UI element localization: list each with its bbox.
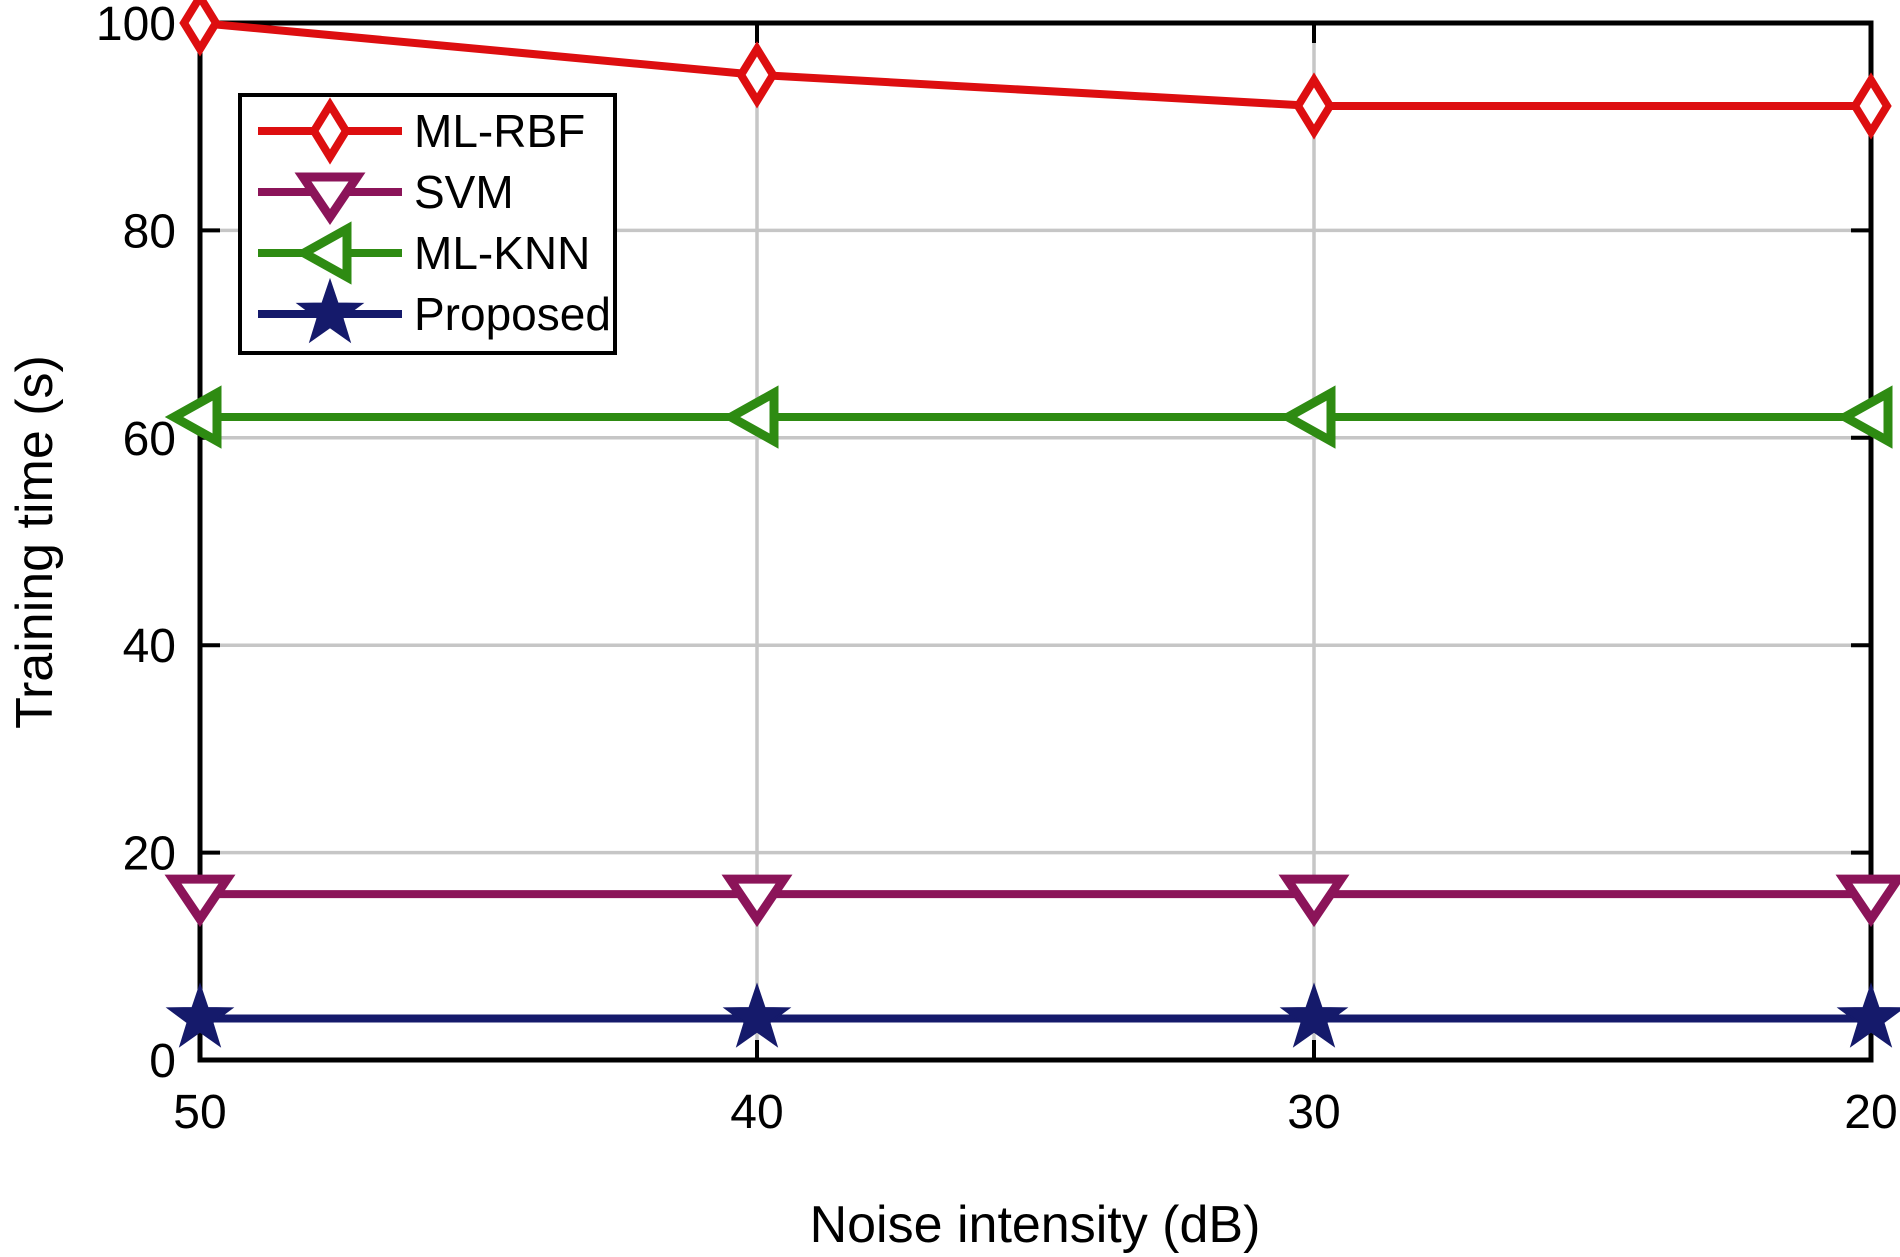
- legend-marker-proposed: [295, 277, 365, 344]
- marker-ml-rbf-3: [1850, 72, 1892, 140]
- x-tick-label: 40: [730, 1086, 783, 1139]
- legend-item-svm: SVM: [258, 166, 514, 226]
- series-group: [164, 0, 1900, 1048]
- axis-ticks: [200, 23, 1871, 1060]
- y-tick-label: 100: [96, 0, 176, 51]
- marker-ml-knn-3: [1835, 385, 1893, 449]
- marker-ml-rbf-2: [1293, 72, 1335, 140]
- legend-marker-svm: [294, 172, 366, 226]
- marker-svm-0: [164, 874, 236, 928]
- y-tick-label: 0: [149, 1035, 176, 1088]
- legend-item-proposed: Proposed: [258, 277, 611, 344]
- legend: ML-RBF SVM ML-KNN Proposed: [238, 93, 617, 355]
- marker-ml-knn-1: [721, 385, 779, 449]
- legend-label-ml-rbf: ML-RBF: [414, 105, 585, 157]
- x-tick-label: 30: [1287, 1086, 1340, 1139]
- series-ml-rbf: [179, 0, 1892, 140]
- legend-marker-ml-knn: [294, 221, 352, 285]
- y-tick-label: 20: [123, 828, 176, 881]
- y-tick-label: 60: [123, 413, 176, 466]
- legend-label-proposed: Proposed: [414, 288, 611, 340]
- marker-svm-1: [721, 874, 793, 928]
- marker-proposed-3: [1836, 982, 1900, 1048]
- tick-labels: 0 20 40 60 80 100 50 40 30 20: [96, 0, 1898, 1139]
- marker-ml-knn-2: [1278, 385, 1336, 449]
- series-line-ml-rbf: [199, 19, 1871, 110]
- series-ml-knn: [164, 385, 1893, 449]
- series-svm: [164, 874, 1900, 928]
- marker-svm-3: [1835, 874, 1900, 928]
- plot-border: [197, 20, 1874, 1063]
- x-tick-label: 50: [173, 1086, 226, 1139]
- marker-ml-rbf-1: [736, 41, 778, 109]
- x-axis-label: Noise intensity (dB): [810, 1196, 1261, 1254]
- legend-item-ml-rbf: ML-RBF: [258, 97, 585, 165]
- legend-label-svm: SVM: [414, 166, 514, 218]
- y-tick-label: 80: [123, 205, 176, 258]
- plot-box: [197, 20, 1874, 1063]
- marker-ml-rbf-0: [179, 0, 221, 57]
- legend-label-ml-knn: ML-KNN: [414, 227, 590, 279]
- legend-item-ml-knn: ML-KNN: [258, 221, 590, 285]
- y-tick-label: 40: [123, 620, 176, 673]
- marker-proposed-0: [165, 982, 235, 1048]
- marker-proposed-1: [722, 982, 792, 1048]
- series-proposed: [165, 982, 1900, 1048]
- legend-marker-ml-rbf: [309, 97, 351, 165]
- x-tick-label: 20: [1844, 1086, 1897, 1139]
- marker-proposed-2: [1279, 982, 1349, 1048]
- y-axis-label: Training time (s): [6, 355, 64, 729]
- marker-ml-knn-0: [164, 385, 222, 449]
- marker-svm-2: [1278, 874, 1350, 928]
